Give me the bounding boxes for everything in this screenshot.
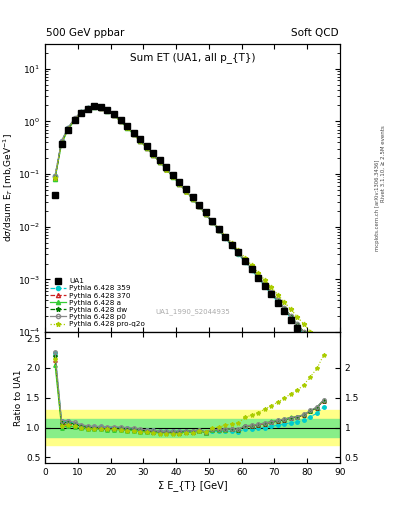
Bar bbox=[45, 419, 340, 437]
Y-axis label: d$\sigma$/dsum E$_T$ [mb,GeV$^{-1}$]: d$\sigma$/dsum E$_T$ [mb,GeV$^{-1}$] bbox=[1, 134, 15, 242]
Text: UA1_1990_S2044935: UA1_1990_S2044935 bbox=[155, 308, 230, 315]
Text: mcplots.cern.ch [arXiv:1306.3436]: mcplots.cern.ch [arXiv:1306.3436] bbox=[375, 159, 380, 250]
Text: 500 GeV ppbar: 500 GeV ppbar bbox=[46, 28, 125, 38]
X-axis label: Σ E_{T} [GeV]: Σ E_{T} [GeV] bbox=[158, 480, 228, 491]
Legend: UA1, Pythia 6.428 359, Pythia 6.428 370, Pythia 6.428 a, Pythia 6.428 dw, Pythia: UA1, Pythia 6.428 359, Pythia 6.428 370,… bbox=[49, 277, 146, 329]
Bar bbox=[45, 410, 340, 445]
Text: Soft QCD: Soft QCD bbox=[291, 28, 339, 38]
Y-axis label: Ratio to UA1: Ratio to UA1 bbox=[14, 370, 23, 426]
Text: Sum ET (UA1, all p_{T}): Sum ET (UA1, all p_{T}) bbox=[130, 52, 255, 63]
Text: Rivet 3.1.10, ≥ 2.5M events: Rivet 3.1.10, ≥ 2.5M events bbox=[381, 125, 386, 202]
